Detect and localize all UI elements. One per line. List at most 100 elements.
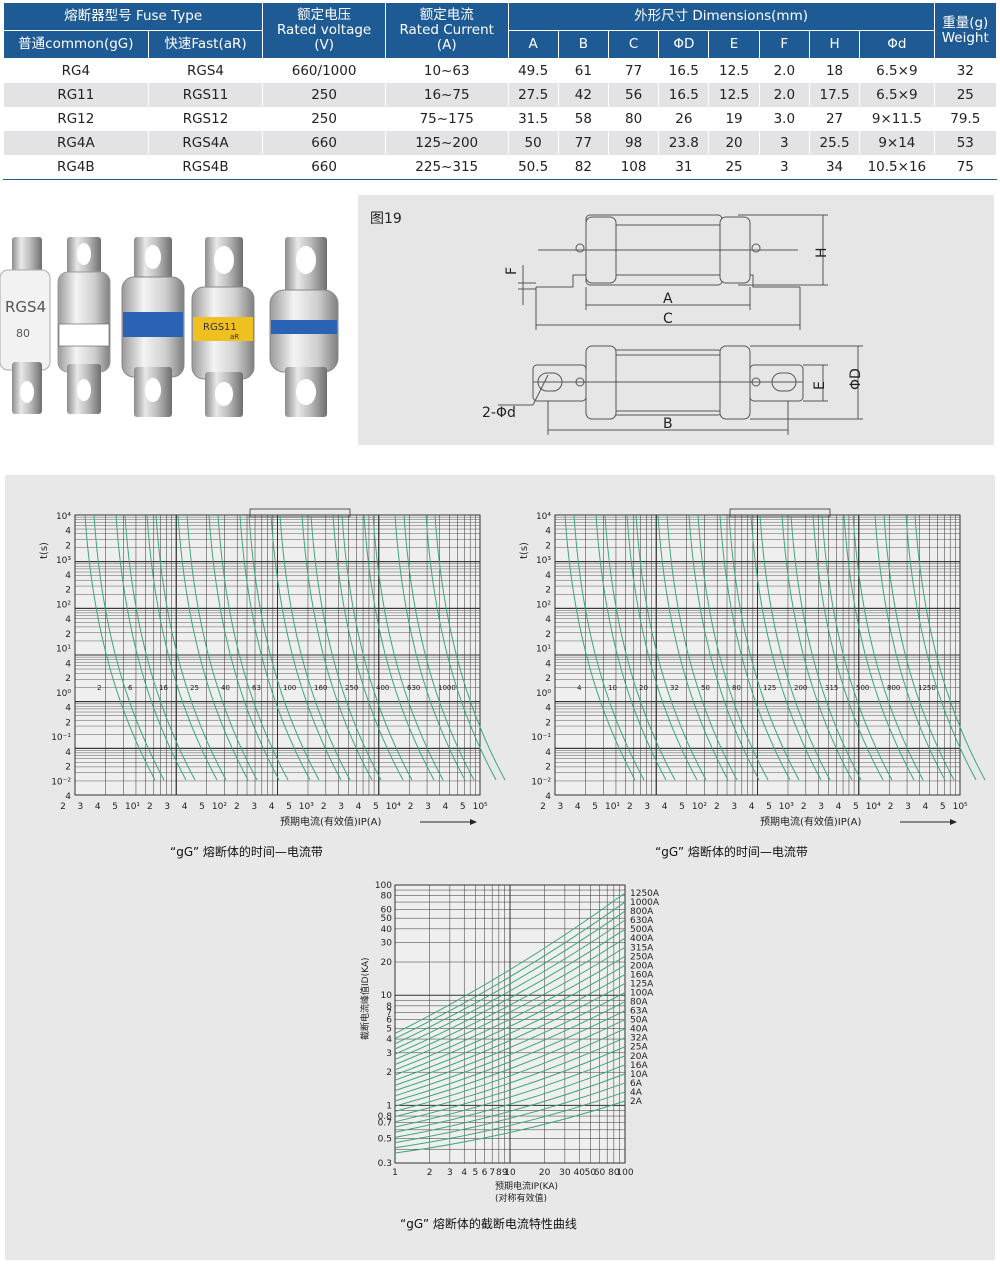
table-cell: 77 bbox=[607, 58, 660, 83]
x-tick-label: 5 bbox=[286, 802, 292, 812]
table-cell: 82 bbox=[557, 155, 609, 180]
series-label: 80A bbox=[630, 998, 648, 1008]
fuse-product-photo: RGS4 80 RGS11 aR bbox=[0, 237, 339, 417]
table-cell: RGS12 bbox=[147, 107, 264, 131]
y-tick-label: 10⁻² bbox=[531, 777, 551, 787]
tc-curve bbox=[93, 514, 165, 781]
y-tick-label: 20 bbox=[381, 958, 393, 968]
y-tick-label: 10⁴ bbox=[56, 512, 71, 522]
curve-label: 2 bbox=[97, 684, 101, 692]
x-tick-label: 2 bbox=[540, 802, 546, 812]
x-tick-label: 10 bbox=[504, 1168, 516, 1178]
y-tick-label: 10¹ bbox=[536, 645, 551, 655]
x-tick-label: 60 bbox=[594, 1168, 606, 1178]
y-tick-label: 7 bbox=[386, 1008, 392, 1018]
series-label: 2A bbox=[630, 1097, 643, 1107]
dimension-drawing-panel: 图19 bbox=[358, 195, 994, 445]
table-cell: 80 bbox=[607, 107, 660, 131]
table-cell: RG12 bbox=[3, 107, 149, 131]
y-tick-label: 2 bbox=[545, 718, 551, 728]
grid bbox=[394, 884, 626, 1164]
y-tick-label: 4 bbox=[65, 792, 71, 802]
tc-curve bbox=[217, 514, 289, 781]
tc-curve bbox=[434, 514, 506, 781]
table-row: RG4B RGS4B 660 225~315 50.5 82 108 31 25 3 34 10.5×… bbox=[3, 155, 998, 180]
table-cell: 17.5 bbox=[808, 83, 861, 107]
y-tick-label: 3 bbox=[386, 1049, 392, 1059]
curve-label: 16 bbox=[159, 684, 168, 692]
table-row: RG12 RGS12 250 75~175 31.5 58 80 26 19 3.0 27 9×11.… bbox=[3, 107, 998, 131]
series-label: 4A bbox=[630, 1088, 643, 1098]
table-cell: RGS11 bbox=[147, 83, 264, 107]
x-axis-label: 预期电流IP(KA) bbox=[495, 1180, 558, 1192]
fuse-4-label: RGS11 bbox=[203, 322, 237, 333]
table-cell: 50.5 bbox=[507, 155, 559, 180]
header-dim-f: F bbox=[758, 30, 810, 59]
table-cell: 61 bbox=[557, 58, 609, 83]
cutoff-curve bbox=[394, 1010, 626, 1102]
x-tick-label: 3 bbox=[425, 802, 431, 812]
curve-label: 80 bbox=[732, 684, 741, 692]
time-current-chart-2: 4 10 20 32 50 80 125 200 315 500 800 125010⁴4210³42… bbox=[519, 508, 986, 828]
cutoff-curve bbox=[394, 1091, 626, 1149]
tc-curve bbox=[146, 514, 218, 781]
x-tick-label: 30 bbox=[559, 1168, 571, 1178]
x-tick-label: 5 bbox=[679, 802, 685, 812]
tc-curve bbox=[332, 514, 404, 781]
x-tick-label: 8 bbox=[496, 1168, 502, 1178]
x-tick-label: 40 bbox=[574, 1168, 586, 1178]
curve-label: 160 bbox=[314, 684, 327, 692]
dim-label-h: H bbox=[814, 247, 830, 258]
fuse-photo-4: RGS11 aR bbox=[191, 237, 255, 417]
fuse-1-rating: 80 bbox=[16, 327, 30, 340]
series-label: 100A bbox=[630, 988, 654, 998]
table-cell: 16~75 bbox=[384, 83, 509, 107]
spec-table: 熔断器型号 Fuse Type 额定电压 Rated voltage (V) 额定电… bbox=[2, 2, 998, 180]
tc-curve bbox=[124, 514, 196, 781]
curve-label: 63 bbox=[252, 684, 261, 692]
y-tick-label: 6 bbox=[386, 1016, 392, 1026]
table-cell: 250 bbox=[262, 107, 386, 131]
header-dim-phi-small-d: Φd bbox=[859, 30, 935, 59]
table-cell: 58 bbox=[557, 107, 609, 131]
table-cell: 31 bbox=[658, 155, 710, 180]
header-weight: 重量(g) Weight bbox=[933, 2, 998, 59]
cutoff-curve bbox=[394, 1073, 626, 1138]
x-tick-label: 10¹ bbox=[605, 802, 620, 812]
series-label: 16A bbox=[630, 1061, 648, 1071]
y-tick-label: 40 bbox=[381, 925, 393, 935]
table-cell: 2.0 bbox=[758, 83, 810, 107]
curve-label: 800 bbox=[887, 684, 900, 692]
x-tick-label: 4 bbox=[95, 802, 101, 812]
x-tick-label: 5 bbox=[766, 802, 772, 812]
x-axis-arrowhead bbox=[950, 819, 957, 825]
tc-curve bbox=[573, 514, 645, 781]
cutoff-chart-caption: “gG” 熔断体的截断电流特性曲线 bbox=[400, 1217, 577, 1231]
header-fuse-type: 熔断器型号 Fuse Type bbox=[2, 2, 264, 31]
cutoff-curve bbox=[394, 973, 626, 1081]
table-cell: 660 bbox=[262, 155, 386, 180]
x-tick-label: 6 bbox=[482, 1168, 488, 1178]
table-row: RG11 RGS11 250 16~75 27.5 42 56 16.5 12.5 2.0 17.5… bbox=[3, 83, 998, 107]
tc-curve bbox=[279, 514, 351, 781]
dim-label-phid: ΦD bbox=[848, 368, 864, 390]
tc-curve bbox=[843, 514, 915, 781]
y-tick-label: 4 bbox=[65, 748, 71, 758]
table-cell: 25 bbox=[708, 155, 760, 180]
y-tick-label: 5 bbox=[386, 1024, 392, 1034]
x-tick-label: 3 bbox=[644, 802, 650, 812]
y-tick-label: 2 bbox=[65, 763, 71, 773]
table-cell: 10~63 bbox=[384, 58, 509, 83]
cutoff-curve bbox=[394, 1001, 626, 1097]
tc-curve bbox=[248, 514, 320, 781]
y-tick-label: 2 bbox=[65, 541, 71, 551]
y-tick-label: 2 bbox=[545, 630, 551, 640]
table-cell: 23.8 bbox=[658, 131, 710, 155]
fuse-1-label: RGS4 bbox=[5, 298, 46, 316]
table-cell: 27 bbox=[808, 107, 861, 131]
x-tick-label: 5 bbox=[853, 802, 859, 812]
fuse-photo-3 bbox=[121, 237, 185, 417]
x-tick-label: 3 bbox=[251, 802, 257, 812]
y-tick-label: 50 bbox=[381, 914, 393, 924]
cutoff-curve bbox=[394, 1064, 626, 1133]
